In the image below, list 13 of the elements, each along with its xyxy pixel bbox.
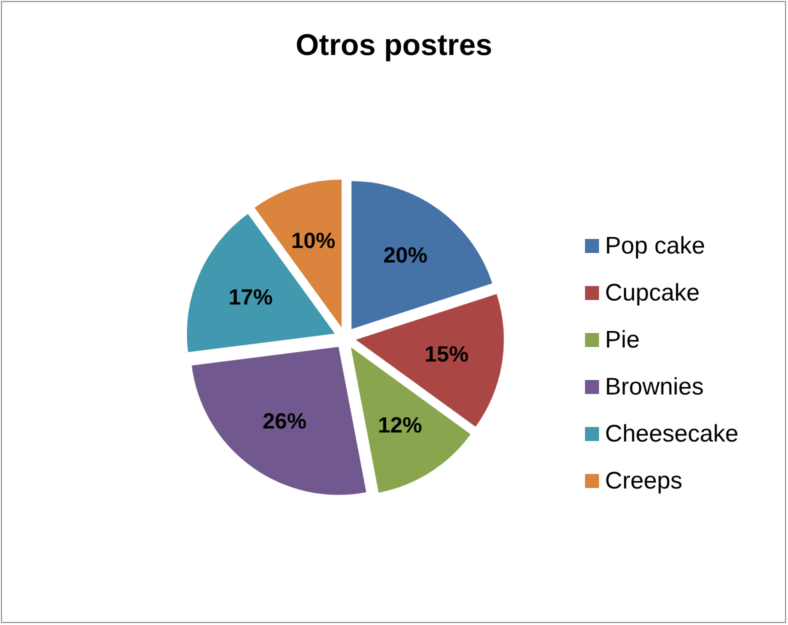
data-label: 26% — [262, 408, 307, 434]
data-label: 17% — [228, 284, 273, 310]
legend-label: Cupcake — [605, 280, 700, 306]
data-label: 10% — [291, 228, 336, 253]
chart-title: Otros postres — [296, 29, 492, 62]
legend-label: Pop cake — [605, 232, 706, 260]
data-label: 15% — [424, 342, 469, 367]
data-label: 12% — [378, 412, 422, 438]
legend-label: Creeps — [605, 468, 682, 494]
legend-label: Pie — [605, 326, 640, 354]
legend-label: Brownies — [605, 374, 704, 400]
legend-label: Cheesecake — [605, 420, 738, 448]
data-label: 20% — [383, 242, 428, 268]
